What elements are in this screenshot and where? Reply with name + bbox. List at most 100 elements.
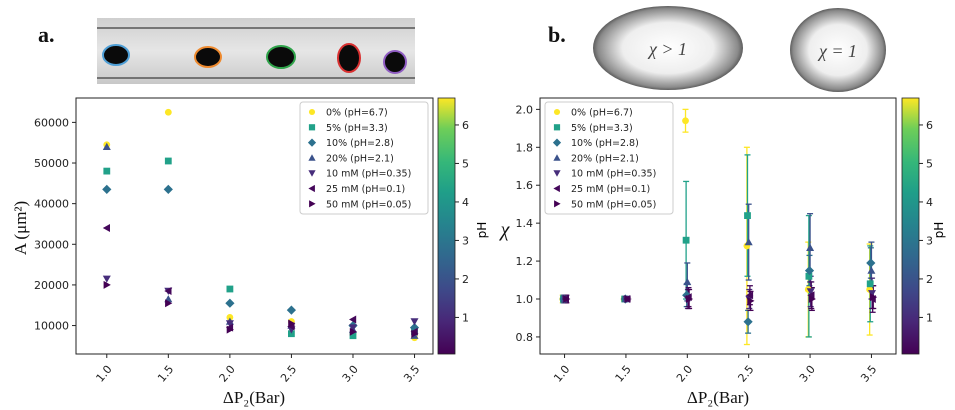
data-point <box>165 299 173 308</box>
x-tick-label: 3.5 <box>858 363 879 385</box>
data-point <box>288 319 296 328</box>
data-point <box>410 318 419 326</box>
chart-b-points <box>559 117 878 327</box>
colorbar-b-gradient <box>901 97 920 355</box>
data-point <box>866 280 874 288</box>
data-point <box>747 296 755 305</box>
data-point <box>102 275 111 283</box>
colorbar-tick-label: 6 <box>462 119 469 132</box>
y-tick-label: 20000 <box>34 279 69 292</box>
legend-entry: 20% (pH=2.1) <box>326 153 394 164</box>
data-point <box>102 184 112 194</box>
droplet-blue <box>102 44 130 66</box>
round-droplet-label: χ = 1 <box>817 41 857 61</box>
data-point <box>164 157 172 165</box>
colorbar-tick-label: 3 <box>462 234 469 247</box>
legend-entry: 10% (pH=2.8) <box>326 138 394 149</box>
data-point <box>286 305 296 315</box>
elongated-droplet <box>593 6 743 90</box>
data-point <box>288 330 295 338</box>
legend-marker <box>308 124 316 131</box>
legend-marker <box>552 138 562 147</box>
data-point <box>807 291 815 300</box>
colorbar-tick-label: 6 <box>926 119 933 132</box>
data-point <box>349 327 357 336</box>
legend-marker <box>308 154 316 161</box>
data-point <box>163 184 173 194</box>
legend-marker <box>553 170 561 177</box>
chart-a-y-ticks: 10000 20000 30000 40000 50000 60000 <box>34 116 76 333</box>
data-point <box>867 266 876 274</box>
legend-marker <box>308 184 315 193</box>
y-tick-label: 60000 <box>34 116 69 129</box>
colorbar-tick-label: 1 <box>462 311 469 324</box>
x-tick-label: 1.0 <box>93 363 114 385</box>
channel-photo <box>97 18 415 84</box>
chart-a-x-ticks: 1.0 1.5 2.0 2.5 3.0 3.5 <box>93 354 422 385</box>
colorbar-tick-label: 5 <box>926 157 933 170</box>
legend-entry: 20% (pH=2.1) <box>571 153 639 164</box>
droplet-shape-inset: χ > 1 χ = 1 <box>593 6 886 92</box>
legend-entry: 10 mM (pH=0.35) <box>571 169 656 180</box>
chart-b-legend: 0% (pH=6.7) 5% (pH=3.3) 10% (pH=2.8) 20% (p… <box>544 101 674 215</box>
chart-a-frame <box>75 97 434 355</box>
colorbar-b-ticks: 1 2 3 4 5 6 <box>919 119 933 324</box>
droplet-orange <box>194 46 222 68</box>
x-tick-label: 1.5 <box>155 363 176 385</box>
colorbar-tick-label: 3 <box>926 234 933 247</box>
colorbar-b: 1 2 3 4 5 6 pH <box>901 97 946 355</box>
chart-b: 0.8 1.0 1.2 1.4 1.6 1.8 2.0 1.0 1.5 2.0 2.5 3.0 3.5… <box>499 97 897 407</box>
data-point <box>805 272 813 280</box>
data-point <box>806 243 815 251</box>
legend-entry: 10 mM (pH=0.35) <box>326 169 411 180</box>
droplet-red <box>337 43 361 73</box>
x-tick-label: 3.0 <box>797 363 818 385</box>
data-point <box>102 224 110 232</box>
y-tick-label: 1.8 <box>516 141 534 154</box>
droplet-green <box>266 45 296 69</box>
chart-b-x-ticks: 1.0 1.5 2.0 2.5 3.0 3.5 <box>551 354 879 385</box>
colorbar-a-label: pH <box>475 222 489 239</box>
y-tick-label: 10000 <box>34 320 69 333</box>
x-tick-label: 2.0 <box>674 363 695 385</box>
y-tick-label: 50000 <box>34 157 69 170</box>
y-tick-label: 40000 <box>34 198 69 211</box>
legend-marker <box>308 170 316 177</box>
legend-marker <box>553 184 560 193</box>
y-tick-label: 30000 <box>34 238 69 251</box>
y-tick-label: 2.0 <box>516 103 534 116</box>
legend-marker <box>553 124 561 131</box>
data-point <box>164 287 172 295</box>
legend-frame <box>299 101 429 215</box>
data-point <box>103 280 111 289</box>
data-point <box>225 320 234 328</box>
data-point <box>806 288 815 296</box>
legend-entry: 25 mM (pH=0.1) <box>326 184 405 195</box>
x-tick-label: 2.0 <box>217 363 238 385</box>
y-tick-label: 0.8 <box>516 331 534 344</box>
colorbar-tick-label: 1 <box>926 311 933 324</box>
data-point <box>804 266 815 276</box>
data-point <box>225 298 235 308</box>
x-tick-label: 1.5 <box>613 363 634 385</box>
data-point <box>164 108 172 116</box>
data-point <box>685 295 694 303</box>
data-point <box>103 167 111 175</box>
colorbar-tick-label: 2 <box>926 273 933 286</box>
data-point <box>868 290 876 298</box>
data-point <box>866 258 876 268</box>
data-point <box>226 325 234 334</box>
legend-marker <box>554 200 561 208</box>
colorbar-a-ticks: 1 2 3 4 5 6 <box>455 119 469 324</box>
elongated-droplet-label: χ > 1 <box>647 39 687 59</box>
legend-entry: 50 mM (pH=0.05) <box>326 199 411 210</box>
data-point <box>870 293 878 302</box>
colorbar-tick-label: 4 <box>926 196 933 209</box>
colorbar-tick-label: 4 <box>462 196 469 209</box>
chart-a-legend: 0% (pH=6.7) 5% (pH=3.3) 10% (pH=2.8) 20% (p… <box>299 101 429 215</box>
chart-b-xlabel: ΔP₂(Bar) <box>687 388 749 407</box>
panel-label-a: a. <box>38 22 55 47</box>
x-tick-label: 3.5 <box>401 363 422 385</box>
colorbar-tick-label: 2 <box>462 273 469 286</box>
legend-entry: 0% (pH=6.7) <box>571 108 633 119</box>
